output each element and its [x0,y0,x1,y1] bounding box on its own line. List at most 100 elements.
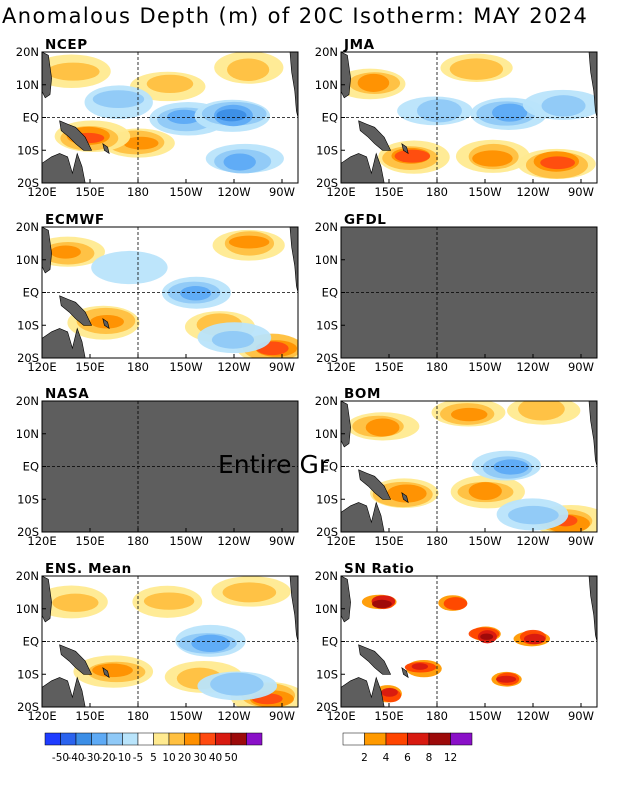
colorbar-swatch [450,732,473,746]
x-tick-label: 180 [127,709,149,723]
x-tick-label: 150E [374,360,403,374]
anomaly-feature-positive [491,671,522,687]
y-tick-label: 10S [316,492,338,506]
contour-fill [394,149,431,163]
contour-fill [52,593,99,612]
anomaly-feature-positive [211,576,291,607]
land-mass [358,120,392,151]
colorbar-swatch [106,732,123,746]
anomaly-feature-negative [205,143,284,174]
land-mass [588,401,597,532]
x-tick-label: 120E [326,709,355,723]
x-tick-label: 90W [568,709,594,723]
contour-fill [216,109,247,122]
x-tick-label: 120W [516,534,549,548]
x-tick-label: 150W [468,360,501,374]
colorbar-label: 10 [162,752,175,764]
colorbar-label: 20 [178,752,191,764]
contour-fill [443,597,468,611]
anomaly-feature-positive [438,595,468,611]
y-tick-label: 20N [315,45,338,59]
land-mass [341,501,385,532]
colorbar-swatch [184,732,201,746]
y-tick-label: EQ [322,286,338,300]
contour-fill [46,62,100,81]
land-mass [42,152,86,183]
y-tick-label: EQ [322,460,338,474]
anomaly-feature-negative [197,322,272,354]
contour-fill [180,286,212,301]
anomaly-feature-positive [431,401,506,427]
y-tick-label: 20S [316,351,338,365]
anomaly-feature-positive [129,71,206,102]
contour-fill [143,592,195,610]
y-tick-label: 20S [17,525,39,539]
panel-bom: 120E 150E 180 150W 120W 90W 20N 10N EQ 10S 20S BOM [315,386,598,548]
anomaly-feature-positive [455,139,530,173]
x-tick-label: 150E [75,185,104,199]
y-tick-label: 10S [316,318,338,332]
x-tick-label: 120W [516,185,549,199]
x-tick-label: 120W [217,360,250,374]
y-tick-label: EQ [23,111,39,125]
panel-title-jma: JMA [343,37,375,53]
panel-ncep: 120E 150E 180 150W 120W 90W 20N 10N EQ 10S 20S NCEP [16,37,299,199]
contour-fill [191,634,230,653]
anomaly-feature-positive [346,412,420,441]
contour-fill [508,505,559,525]
colorbar-swatch [75,732,92,746]
contour-fill [541,95,586,117]
land-mass [59,644,93,675]
x-tick-label: 180 [127,185,149,199]
colorbar-sn-ratio: 2 4 6 8 12 [342,732,473,764]
panel-ecmwf: 120E 150E 180 150W 120W 90W 20N 10N EQ 10S 20S ECMW… [16,212,299,374]
contour-fill [357,73,390,92]
panel-title-gfdl: GFDL [344,212,387,228]
contour-fill [211,330,255,349]
y-tick-label: 10N [16,78,39,92]
y-tick-label: 10N [16,253,39,267]
contour-fill [91,250,168,285]
colorbar-label: 6 [404,752,411,764]
y-tick-label: 20N [315,220,338,234]
land-mass [102,143,110,155]
panel-title-bom: BOM [344,386,381,402]
colorbars: -50-40-30-20-10 -5 5 10 20 30 40 50 2 4 6 8 12 [44,732,473,764]
contour-fill [146,74,194,94]
anomaly-feature-negative [194,99,271,132]
y-tick-label: 10N [16,602,39,616]
colorbar-swatch [60,732,77,746]
contour-fill [411,663,429,670]
land-mass [358,469,392,500]
colorbar-label: 12 [444,752,457,764]
anomaly-feature-negative [197,671,278,701]
colorbar-depth-anomaly: -50-40-30-20-10 -5 5 10 20 30 40 50 [44,732,263,764]
x-tick-label: 150W [169,534,202,548]
y-tick-label: 10S [17,143,39,157]
contour-fill [540,156,575,170]
colorbar-swatch [230,732,247,746]
x-tick-label: 120E [27,709,56,723]
x-tick-label: 120W [516,360,549,374]
x-tick-label: 120W [217,185,250,199]
anomaly-feature-positive [404,660,442,678]
anomaly-feature-positive [132,585,203,618]
contour-fill [493,459,529,475]
x-tick-label: 150W [468,534,501,548]
y-tick-label: 20S [17,700,39,714]
land-mass [42,576,52,623]
land-mass [341,401,351,448]
colorbar-label: -40 [67,752,84,764]
contour-fill [123,136,159,150]
contour-fill [92,90,145,109]
x-tick-label: 150E [374,709,403,723]
land-mass [289,227,298,358]
land-mass [42,52,52,99]
colorbar-swatch [153,732,170,746]
x-tick-label: 150E [374,185,403,199]
x-tick-label: 120E [27,185,56,199]
y-tick-label: 10S [17,667,39,681]
x-tick-label: 120W [217,709,250,723]
y-tick-label: 20N [16,394,39,408]
colorbar-swatch [168,732,185,746]
